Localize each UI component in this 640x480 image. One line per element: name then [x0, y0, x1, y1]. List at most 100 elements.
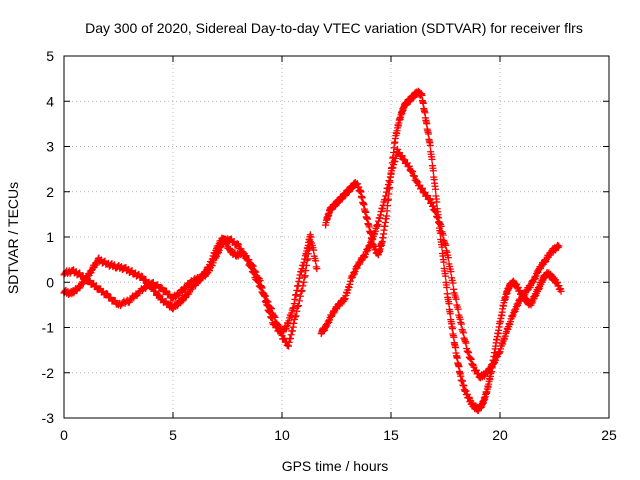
data-point: [433, 198, 441, 206]
data-point: [350, 269, 358, 277]
data-point: [285, 342, 293, 350]
data-point: [398, 152, 406, 160]
data-point: [442, 272, 449, 280]
data-point: [442, 247, 450, 255]
data-point: [267, 304, 275, 312]
data-point: [341, 295, 349, 303]
data-point: [441, 240, 449, 248]
data-point: [285, 338, 293, 346]
data-point: [247, 263, 255, 271]
data-point: [531, 273, 539, 281]
data-point: [257, 283, 265, 291]
data-point: [386, 177, 394, 185]
y-tick-label: -3: [42, 410, 55, 426]
data-point: [440, 236, 448, 244]
data-point: [413, 177, 421, 185]
data-point: [426, 195, 434, 203]
y-tick-label: 3: [46, 139, 54, 155]
x-tick-label: 25: [601, 427, 617, 443]
data-point: [377, 211, 385, 219]
data-point: [346, 280, 354, 288]
x-tick-label: 15: [383, 427, 399, 443]
data-point: [374, 221, 382, 229]
data-point: [446, 310, 454, 318]
data-point: [365, 242, 373, 250]
data-point: [445, 300, 453, 308]
data-point: [381, 196, 389, 204]
data-point: [155, 291, 163, 299]
data-point: [288, 327, 296, 335]
data-point: [249, 268, 257, 276]
data-point: [312, 263, 320, 271]
data-point: [373, 221, 381, 229]
data-point: [295, 274, 303, 282]
data-point: [261, 291, 269, 299]
data-point: [411, 172, 419, 180]
x-tick-label: 20: [492, 427, 508, 443]
data-point: [243, 256, 251, 264]
data-point: [241, 250, 249, 258]
x-tick-label: 0: [60, 427, 68, 443]
data-point: [234, 240, 242, 248]
data-point: [457, 320, 465, 328]
data-point: [275, 322, 283, 330]
data-point: [467, 355, 475, 363]
series-3: [322, 87, 565, 415]
data-point: [250, 269, 258, 277]
data-point: [287, 335, 295, 343]
data-point: [452, 295, 460, 303]
data-point: [327, 312, 335, 320]
data-point: [480, 372, 488, 380]
data-point: [428, 155, 436, 163]
tick-layer: 0 5 10 15 20 25 -3 -2 -1 0 1 2 3 4 5: [42, 48, 617, 443]
data-point: [382, 192, 390, 200]
data-point: [384, 184, 392, 192]
data-point: [174, 302, 182, 310]
data-point: [378, 205, 386, 213]
data-point: [432, 208, 440, 216]
y-tick-label: 1: [46, 229, 54, 245]
data-point: [302, 261, 310, 269]
data-point: [447, 268, 455, 276]
data-point: [304, 250, 312, 258]
data-point: [345, 283, 353, 291]
data-point: [379, 201, 387, 209]
data-point: [295, 297, 303, 305]
data-point: [343, 289, 351, 297]
data-point: [454, 305, 462, 313]
data-point: [460, 334, 468, 342]
data-point: [459, 329, 467, 337]
data-point: [295, 277, 303, 285]
data-point: [431, 207, 439, 215]
data-point: [437, 222, 445, 230]
y-tick-label: 4: [46, 93, 54, 109]
y-tick-label: -1: [42, 320, 55, 336]
data-point: [294, 303, 302, 311]
data-point: [300, 273, 308, 281]
data-point: [346, 277, 354, 285]
data-point: [384, 181, 392, 189]
data-point: [157, 283, 165, 291]
data-point: [490, 357, 498, 365]
data-point: [297, 287, 305, 295]
data-point: [256, 283, 264, 291]
data-point: [382, 188, 390, 196]
data-point: [431, 206, 439, 214]
data-point: [426, 141, 434, 149]
data-point: [465, 349, 473, 357]
data-point: [438, 228, 446, 236]
x-tick-label: 5: [169, 427, 177, 443]
data-point: [299, 282, 307, 290]
data-point: [405, 162, 413, 170]
data-point: [391, 158, 399, 166]
data-point: [244, 256, 252, 264]
data-point: [103, 290, 111, 298]
data-point: [234, 240, 242, 248]
grid-layer: [64, 56, 609, 418]
data-point: [510, 306, 518, 314]
data-point: [467, 355, 475, 363]
data-point: [291, 313, 299, 321]
data-point: [306, 238, 314, 246]
data-point: [85, 276, 93, 284]
data-point: [513, 300, 521, 308]
